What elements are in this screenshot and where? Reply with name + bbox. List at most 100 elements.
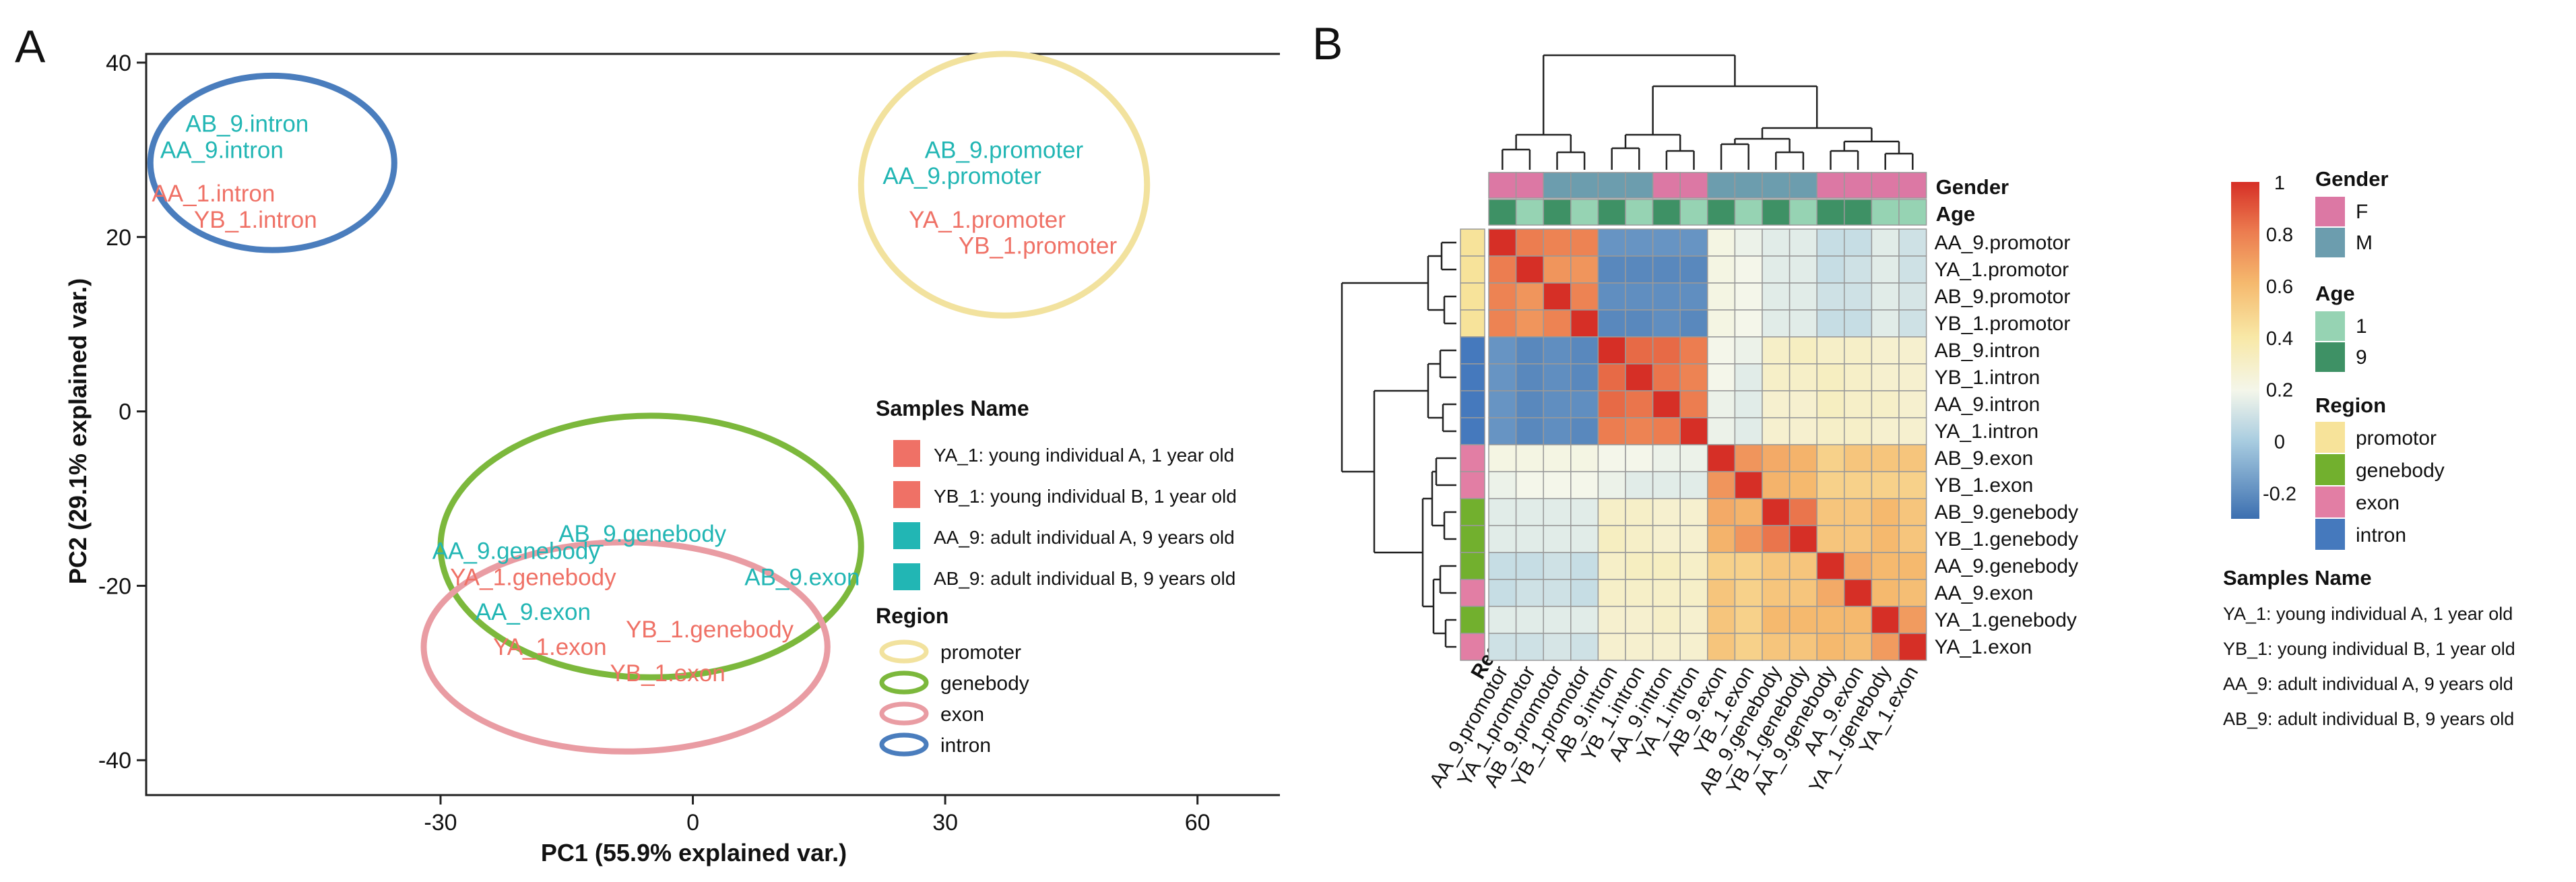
heatmap-cell [1652,417,1681,445]
x-tick-label: -30 [424,810,457,836]
heatmap-cell [1570,633,1599,661]
y-tick-label: -40 [98,748,131,774]
heatmap-cell [1488,498,1517,526]
heatmap-cell [1543,606,1572,634]
region-annotation-cell [1460,363,1485,391]
heatmap-cell [1515,282,1544,311]
heatmap-cell [1898,228,1927,257]
heatmap-cell [1898,390,1927,418]
heatmap-cell [1734,336,1763,365]
heatmap-cell [1625,282,1654,311]
heatmap-cell [1652,606,1681,634]
heatmap-cell [1679,309,1708,338]
heatmap-cell [1789,606,1817,634]
heatmap-cell [1762,390,1791,418]
heatmap-cell [1679,390,1708,418]
gender-annotation-cell [1570,172,1599,199]
pca-y-axis-label: PC2 (29.1% explained var.) [64,278,92,584]
heatmap-row-label: AA_9.genebody [1935,555,2079,577]
heatmap-cell [1515,471,1544,499]
heatmap-cell [1570,282,1599,311]
y-tick-label: 40 [106,51,131,76]
age-annotation-cell [1679,199,1708,226]
heatmap-cell [1652,282,1681,311]
heatmap-cell [1898,633,1927,661]
pca-x-axis-label: PC1 (55.9% explained var.) [541,839,847,867]
heatmap-cell [1707,552,1736,580]
pca-legend-samples-title: Samples Name [876,396,1029,420]
region-annotation-cell [1460,228,1485,257]
gender-annotation-cell [1844,172,1873,199]
age-annotation-cell [1844,199,1873,226]
heatmap-cell [1570,552,1599,580]
legend-sample-label: AA_9: adult individual A, 9 years old [934,527,1235,548]
age-annotation-cell [1488,199,1517,226]
heatmap-cell [1597,444,1626,472]
heatmap-cell [1789,579,1817,607]
heatmap-row-label: YA_1.promotor [1935,259,2069,281]
heatmap-cell [1707,471,1736,499]
heatmap-cell [1762,228,1791,257]
region-annotation-cell [1460,579,1485,607]
heatmap-cell [1597,309,1626,338]
heatmap-cell [1789,309,1817,338]
heatmap-cell [1816,255,1845,284]
heatmap-cell [1543,309,1572,338]
heatmap-cell [1844,471,1873,499]
point-label: AA_9.promoter [882,163,1041,189]
heatmap-cell [1898,471,1927,499]
heatmap-cell [1652,363,1681,391]
exon-cluster-ellipse [420,539,831,755]
heatmap-cell [1652,498,1681,526]
legend-region-label: intron [940,734,991,757]
colorbar-tick-label: 0.6 [2266,276,2293,298]
heatmap-cell [1871,390,1900,418]
region-annotation-cell [1460,471,1485,499]
gender-annotation-cell [1707,172,1736,199]
heatmap-cell [1488,444,1517,472]
colorbar-tick-label: 0.4 [2266,328,2293,350]
heatmap-cell [1816,282,1845,311]
heatmap-cell [1679,228,1708,257]
heatmap-cell [1816,363,1845,391]
legend-age-title: Age [2315,282,2355,305]
heatmap-cell [1844,228,1873,257]
heatmap-cell [1844,552,1873,580]
legend-sample-swatch [893,481,920,508]
point-label: AA_1.intron [152,181,275,207]
heatmap-cell [1816,552,1845,580]
heatmap-cell [1871,579,1900,607]
heatmap-cell [1543,228,1572,257]
heatmap-cell [1707,579,1736,607]
heatmap-cell [1844,417,1873,445]
legend-sample-text: AB_9: adult individual B, 9 years old [2223,709,2514,729]
y-tick-label: 20 [106,225,131,251]
heatmap-cell [1844,282,1873,311]
heatmap-cell [1789,417,1817,445]
heatmap-cell [1871,552,1900,580]
heatmap-cell [1625,471,1654,499]
age-annotation-cell [1871,199,1900,226]
heatmap-cell [1734,606,1763,634]
heatmap-cell [1871,228,1900,257]
heatmap-cell [1597,606,1626,634]
heatmap-cell [1844,525,1873,553]
heatmap-cell [1898,579,1927,607]
point-label: YA_1.genebody [450,564,616,590]
heatmap-cell [1762,552,1791,580]
intron-cluster-ellipse [147,72,397,253]
heatmap-cell [1762,282,1791,311]
heatmap-cell [1570,309,1599,338]
heatmap-cell [1515,390,1544,418]
legend-region-swatch [2315,519,2345,550]
genebody-cluster-ellipse [437,412,864,681]
legend-sample-text: YB_1: young individual B, 1 year old [2223,639,2515,659]
age-annotation-cell [1570,199,1599,226]
heatmap-cell [1570,471,1599,499]
heatmap-cell [1816,471,1845,499]
heatmap-cell [1762,606,1791,634]
age-annotation-cell [1543,199,1572,226]
heatmap-cell [1871,282,1900,311]
heatmap-cell [1707,336,1736,365]
panel-b-label: B [1312,18,1343,69]
